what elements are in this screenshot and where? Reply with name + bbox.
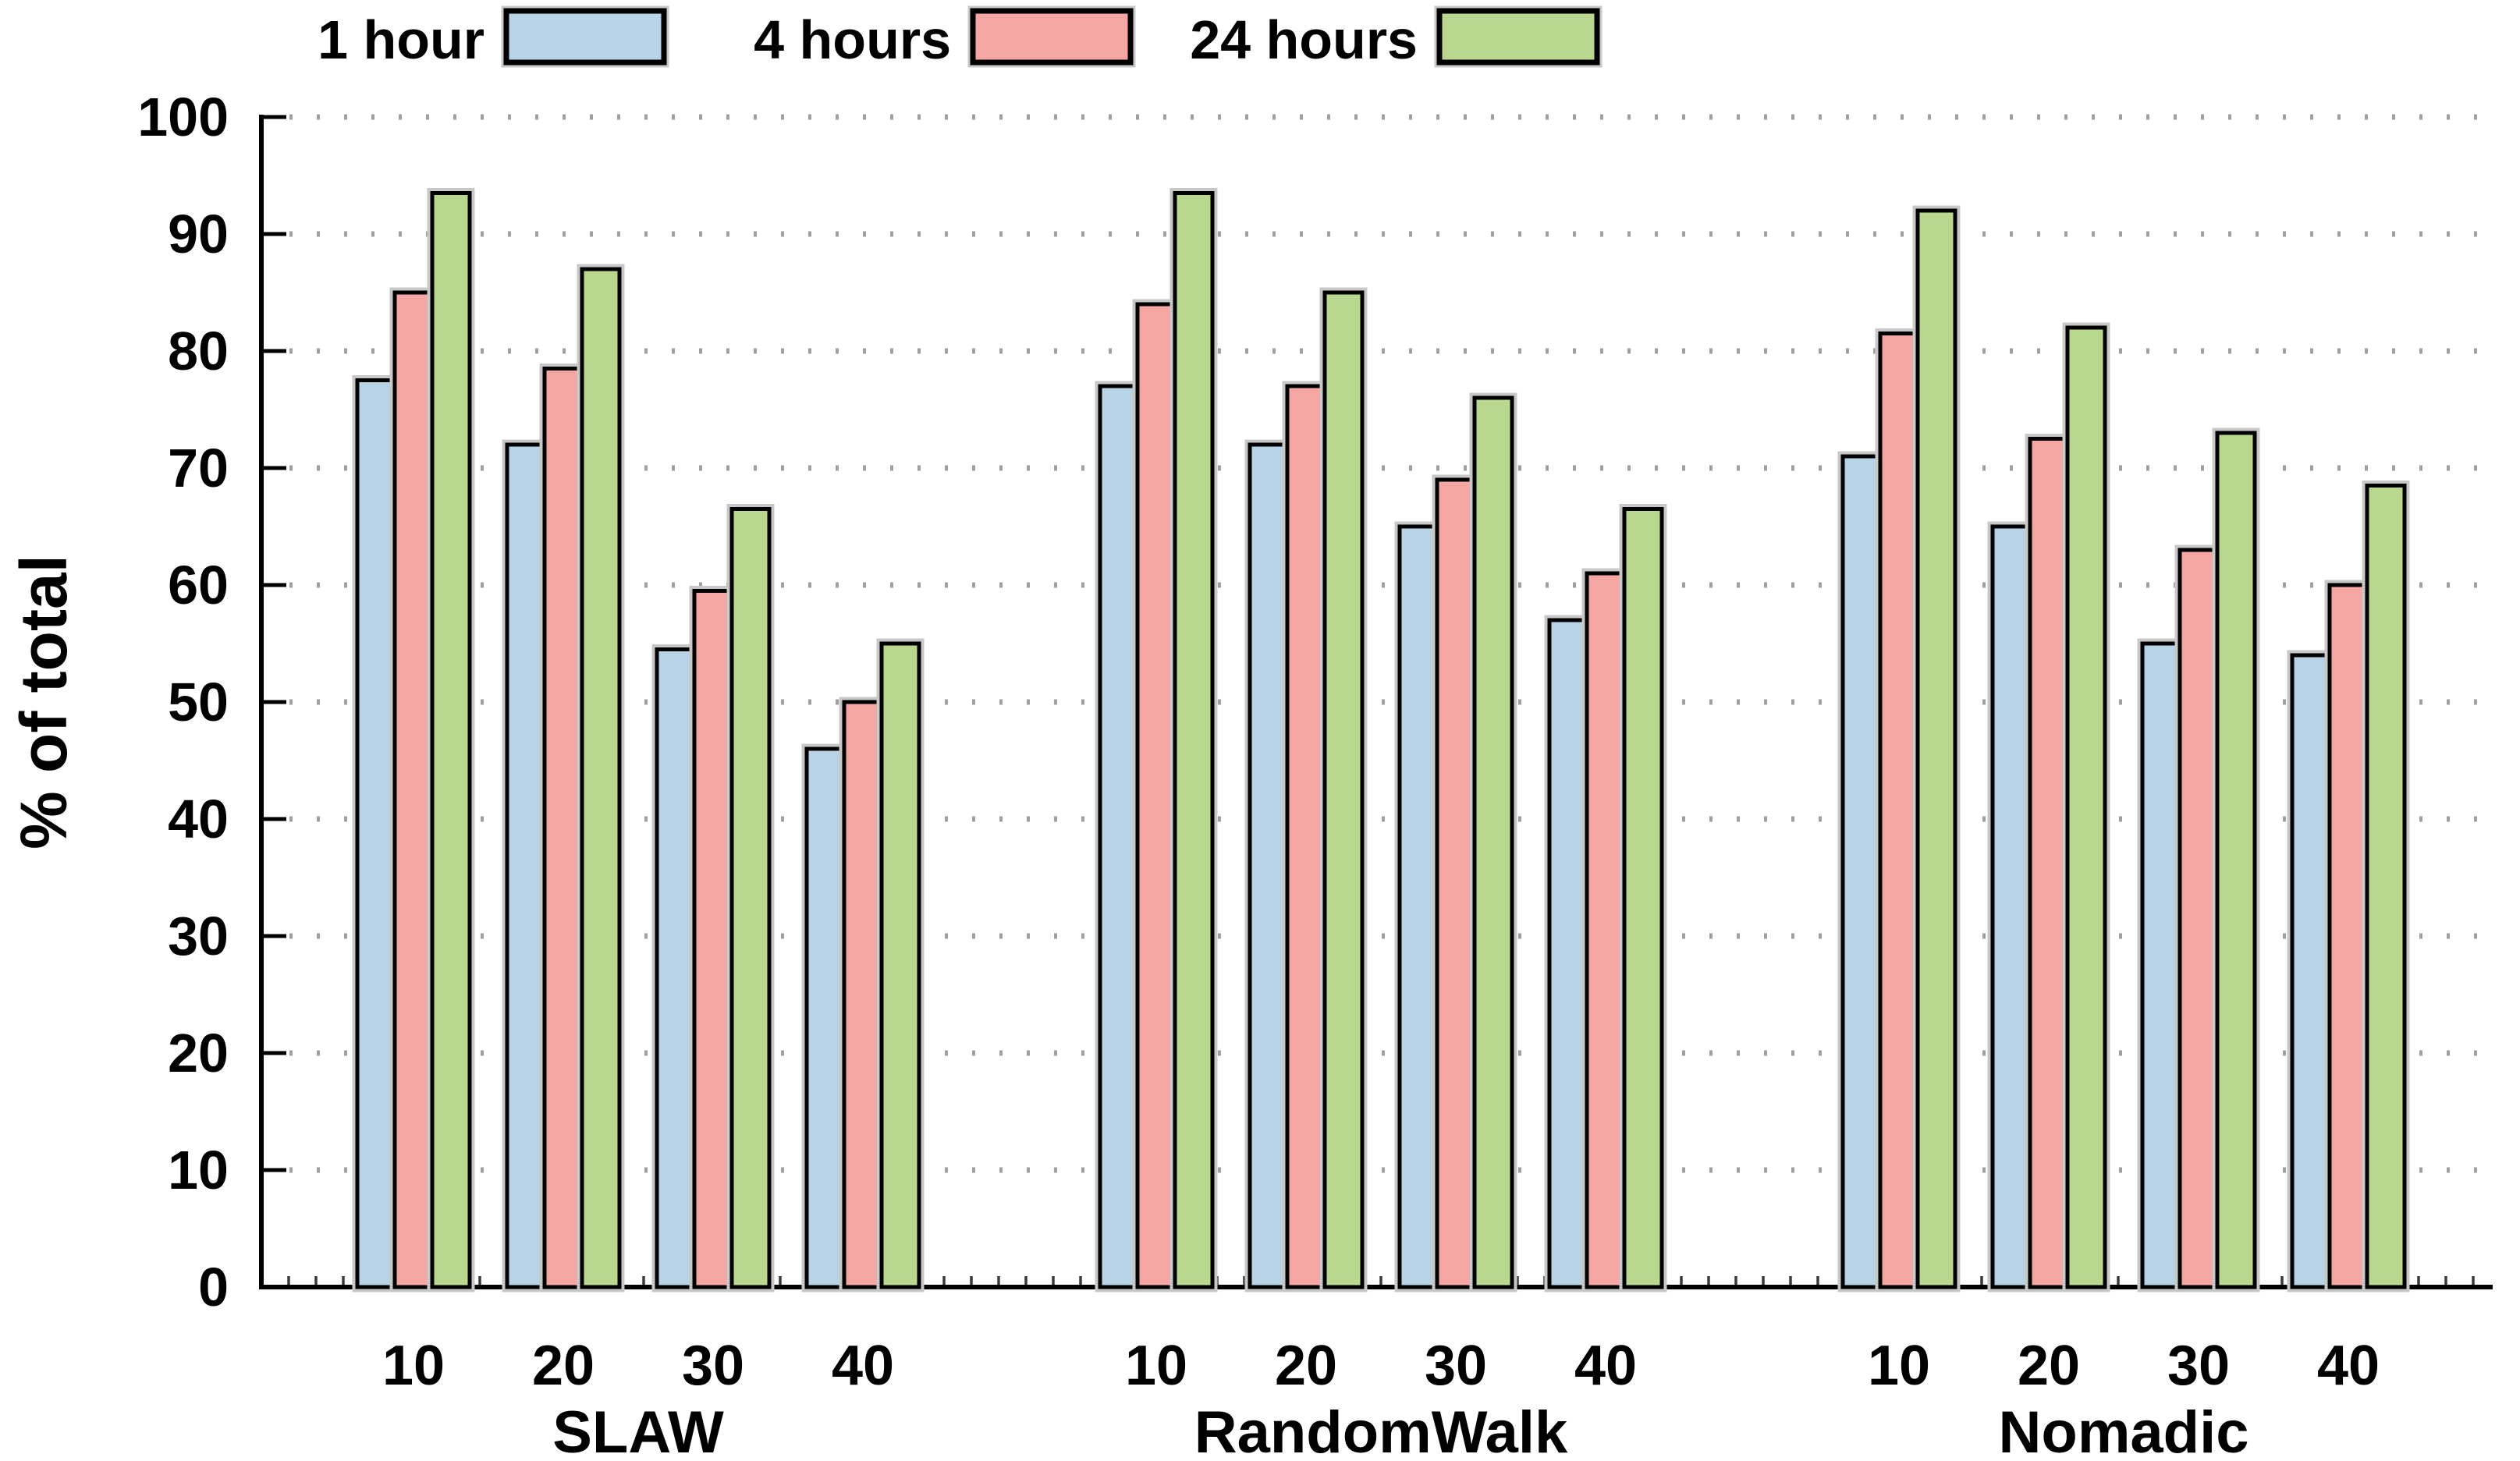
bar	[804, 746, 847, 1289]
category-label: 20	[1275, 1335, 1337, 1397]
y-tick-label: 50	[168, 672, 229, 732]
bar	[692, 589, 734, 1289]
bar	[2365, 484, 2407, 1289]
bar	[580, 267, 622, 1289]
category-label: 40	[1574, 1335, 1637, 1397]
bar	[729, 507, 772, 1289]
y-tick-label: 60	[168, 555, 229, 615]
category-label: 20	[532, 1335, 595, 1397]
y-tick-label: 0	[198, 1257, 229, 1317]
category-label: 30	[1425, 1335, 1487, 1397]
bar	[842, 700, 884, 1289]
bar	[2140, 641, 2182, 1289]
bar	[2028, 437, 2070, 1289]
bar	[1397, 524, 1439, 1289]
category-label: 30	[2167, 1335, 2230, 1397]
bar	[1585, 571, 1627, 1289]
bar	[655, 647, 697, 1289]
bar	[1173, 191, 1215, 1289]
bar	[1878, 332, 1920, 1289]
bar	[542, 367, 584, 1289]
legend-swatch	[970, 8, 1134, 66]
y-tick-label: 20	[168, 1023, 229, 1083]
legend-swatch	[1436, 8, 1600, 66]
bar	[1622, 507, 1664, 1289]
category-label: 40	[832, 1335, 894, 1397]
bar	[2177, 548, 2220, 1289]
y-tick-label: 90	[168, 204, 229, 264]
category-label: 40	[2317, 1335, 2380, 1397]
group-label: SLAW	[552, 1399, 724, 1461]
y-tick-label: 40	[168, 789, 229, 849]
bar	[2215, 431, 2257, 1289]
category-label: 10	[1125, 1335, 1187, 1397]
y-tick-label: 70	[168, 438, 229, 498]
bar	[1248, 442, 1290, 1289]
bar	[505, 442, 547, 1289]
bar	[2327, 583, 2369, 1289]
y-tick-label: 30	[168, 906, 229, 966]
category-label: 20	[2018, 1335, 2080, 1397]
bar	[392, 290, 435, 1289]
bar	[1547, 618, 1589, 1289]
bar	[2290, 653, 2332, 1289]
legend-item-label: 4 hours	[754, 9, 951, 70]
y-axis-label: % of total	[7, 555, 80, 849]
bar	[430, 191, 472, 1289]
bar	[1322, 290, 1365, 1289]
bar	[1915, 208, 1957, 1289]
bar	[1135, 302, 1177, 1289]
group-label: RandomWalk	[1194, 1399, 1568, 1461]
legend-swatch	[503, 8, 667, 66]
legend-item-label: 1 hour	[318, 9, 484, 70]
bar	[1435, 477, 1477, 1289]
bar	[1472, 395, 1514, 1289]
y-tick-label: 100	[137, 87, 229, 147]
bar	[879, 641, 921, 1289]
category-label: 30	[682, 1335, 744, 1397]
group-label: Nomadic	[1999, 1399, 2249, 1461]
bar	[1098, 384, 1140, 1289]
bar	[355, 378, 397, 1289]
bar	[1840, 454, 1883, 1289]
category-label: 10	[1868, 1335, 1930, 1397]
y-tick-label: 10	[168, 1140, 229, 1200]
category-label: 10	[382, 1335, 445, 1397]
y-tick-label: 80	[168, 321, 229, 381]
bar	[1285, 384, 1327, 1289]
bar	[1990, 524, 2032, 1289]
legend-item-label: 24 hours	[1190, 9, 1418, 70]
bar	[2065, 325, 2107, 1289]
